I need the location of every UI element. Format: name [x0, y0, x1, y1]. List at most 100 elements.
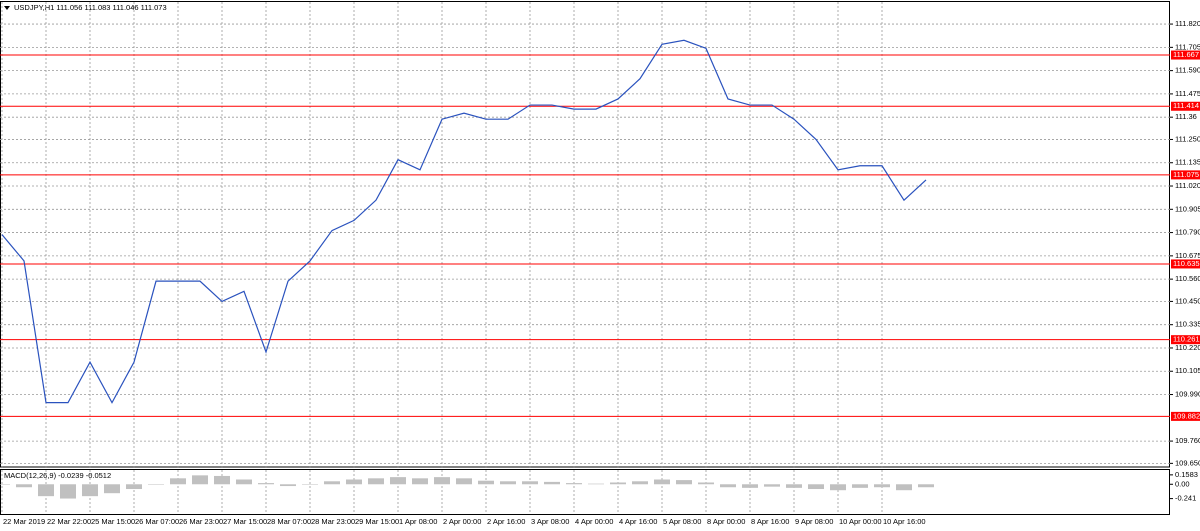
macd-bar	[764, 484, 780, 487]
macd-bar	[214, 475, 230, 485]
x-tick-label: 5 Apr 08:00	[663, 517, 701, 526]
macd-bar	[324, 481, 340, 485]
x-tick-label: 22 Mar 2019	[3, 517, 45, 526]
macd-bar	[412, 478, 428, 485]
x-tick-label: 9 Apr 08:00	[795, 517, 833, 526]
y-tick-label: 111.705	[1175, 42, 1200, 51]
y-tick-label: 110.790	[1175, 228, 1200, 237]
macd-bar	[82, 484, 98, 497]
macd-bar	[566, 483, 582, 485]
macd-bar	[38, 484, 54, 497]
x-tick-label: 2 Apr 00:00	[443, 517, 481, 526]
y-tick-label: 0.1583	[1175, 470, 1198, 479]
macd-bar	[434, 477, 450, 485]
x-tick-label: 28 Mar 23:00	[311, 517, 355, 526]
macd-bar	[258, 483, 274, 485]
y-tick-label: 0.00	[1175, 479, 1190, 488]
y-tick-label: 110.560	[1175, 274, 1200, 283]
x-tick-label: 4 Apr 16:00	[619, 517, 657, 526]
level-label: 110.261	[1173, 335, 1200, 344]
x-tick-label: 26 Mar 23:00	[179, 517, 223, 526]
y-tick-label: 111.250	[1175, 134, 1200, 143]
x-tick-label: 25 Mar 15:00	[91, 517, 135, 526]
x-tick-label: 27 Mar 15:00	[223, 517, 267, 526]
y-tick-label: 110.105	[1175, 366, 1200, 375]
y-tick-label: 110.905	[1175, 204, 1200, 213]
macd-bar	[786, 484, 802, 488]
macd-bar	[236, 479, 252, 485]
y-tick-label: 111.135	[1175, 158, 1200, 167]
level-label: 111.414	[1173, 101, 1199, 110]
x-tick-label: 29 Mar 15:00	[355, 517, 399, 526]
macd-bar	[808, 484, 824, 490]
y-tick-label: 110.675	[1175, 251, 1200, 260]
macd-panel-border	[0, 469, 1170, 515]
macd-bar	[698, 482, 714, 485]
macd-bar	[280, 484, 296, 487]
x-tick-label: 10 Apr 16:00	[883, 517, 926, 526]
macd-bar	[896, 484, 912, 491]
macd-bar	[918, 484, 934, 488]
y-tick-label: 110.220	[1175, 343, 1200, 352]
y-tick-label: 109.760	[1175, 436, 1200, 445]
level-label-box	[1171, 101, 1200, 111]
y-tick-label: -0.241	[1175, 494, 1196, 503]
macd-bar	[104, 484, 120, 494]
y-tick-label: 109.990	[1175, 390, 1200, 399]
macd-bar	[368, 478, 384, 485]
macd-bar	[126, 484, 142, 490]
macd-bar	[720, 484, 736, 488]
x-tick-label: 10 Apr 00:00	[839, 517, 882, 526]
level-label: 110.635	[1173, 259, 1200, 268]
price-line	[1, 39, 927, 404]
macd-bar	[852, 484, 868, 488]
macd-bar	[610, 482, 626, 485]
macd-bar	[302, 484, 318, 485]
macd-bar	[522, 481, 538, 485]
macd-bar	[632, 481, 648, 485]
symbol-icon[interactable]	[4, 6, 10, 10]
x-tick-label: 8 Apr 16:00	[751, 517, 789, 526]
macd-bar	[16, 484, 32, 488]
y-tick-label: 110.450	[1175, 296, 1200, 305]
level-label: 109.882	[1173, 411, 1200, 420]
macd-bar	[676, 480, 692, 485]
macd-bar	[830, 484, 846, 491]
macd-bar	[148, 484, 164, 485]
macd-bar	[60, 484, 76, 499]
level-label-box	[1171, 259, 1200, 269]
macd-bar	[742, 484, 758, 488]
macd-bar	[192, 475, 208, 485]
level-label: 111.075	[1173, 170, 1199, 179]
macd-bar	[874, 484, 890, 488]
level-label-box	[1171, 170, 1200, 180]
y-tick-label: 110.335	[1175, 320, 1200, 329]
macd-bar	[588, 483, 604, 485]
macd-title: MACD(12,26,9) -0.0239 -0.0512	[4, 471, 111, 480]
y-tick-label: 109.650	[1175, 458, 1200, 467]
macd-bar	[654, 479, 670, 485]
macd-bar	[544, 481, 560, 485]
y-tick-label: 111.590	[1175, 66, 1200, 75]
level-label-box	[1171, 335, 1200, 345]
level-label-box	[1171, 50, 1200, 60]
y-tick-label: 111.475	[1175, 89, 1200, 98]
y-tick-label: 111.820	[1175, 19, 1200, 28]
y-tick-label: 111.36	[1175, 112, 1197, 121]
macd-bar	[390, 477, 406, 485]
level-label: 111.667	[1173, 50, 1199, 59]
level-label-box	[1171, 411, 1200, 421]
macd-bar	[170, 478, 186, 485]
macd-bar	[478, 480, 494, 485]
x-tick-label: 28 Mar 07:00	[267, 517, 311, 526]
x-tick-label: 22 Mar 22:00	[47, 517, 91, 526]
x-tick-label: 8 Apr 00:00	[707, 517, 745, 526]
x-tick-label: 3 Apr 08:00	[531, 517, 569, 526]
y-tick-label: 111.020	[1175, 181, 1200, 190]
x-tick-label: 4 Apr 00:00	[575, 517, 613, 526]
macd-bar	[346, 479, 362, 485]
macd-bar	[0, 484, 10, 485]
x-tick-label: 2 Apr 16:00	[487, 517, 525, 526]
